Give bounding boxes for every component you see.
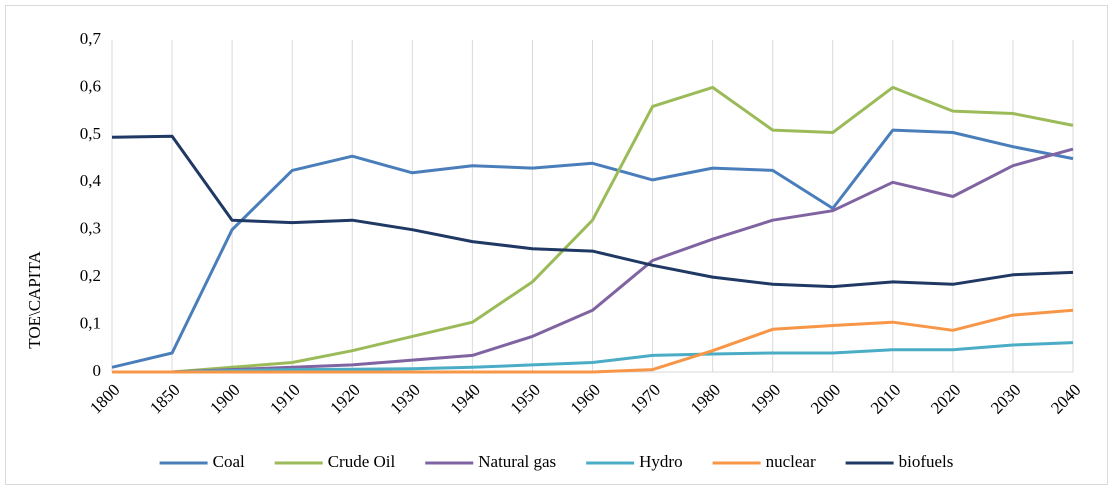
- y-axis-label: TOE\CAPITA: [25, 251, 44, 349]
- y-tick-label: 0,1: [80, 313, 101, 332]
- legend-label: Coal: [213, 452, 245, 471]
- series-line: [112, 85, 1074, 374]
- series-line: [111, 134, 1074, 289]
- legend-label: nuclear: [766, 452, 816, 471]
- series-line: [112, 308, 1074, 374]
- y-tick-label: 0,3: [80, 219, 101, 238]
- legend-label: biofuels: [899, 452, 954, 471]
- y-tick-label: 0,2: [80, 266, 101, 285]
- y-tick-label: 0: [93, 361, 102, 380]
- series-line: [111, 128, 1074, 369]
- y-tick-label: 0,5: [80, 124, 101, 143]
- y-tick-label: 0,7: [80, 29, 102, 48]
- legend-label: Crude Oil: [328, 452, 396, 471]
- legend: Coal Crude Oil Natural gas Hydro nuclear biof…: [159, 452, 954, 471]
- series-line: [112, 341, 1074, 374]
- chart-frame: [5, 5, 1108, 485]
- legend-label: Hydro: [639, 452, 682, 471]
- legend-label: Natural gas: [478, 452, 556, 471]
- y-tick-label: 0,6: [80, 76, 101, 95]
- series-line: [112, 147, 1074, 374]
- y-tick-label: 0,4: [80, 171, 102, 190]
